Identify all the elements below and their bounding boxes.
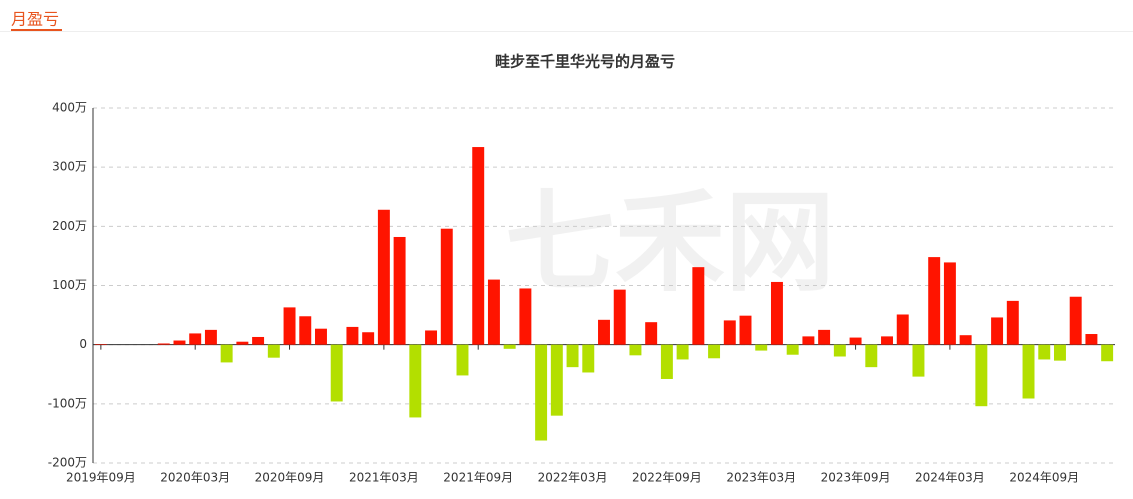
x-tick-label: 2023年09月 [821,471,891,485]
y-tick-label: 0 [79,337,87,351]
x-tick-label: 2021年03月 [349,471,419,485]
bar [503,344,516,349]
y-tick-label: 300万 [52,160,87,174]
bar [204,329,217,345]
x-tick-label: 2024年03月 [915,471,985,485]
bar [299,316,312,345]
bar [519,288,532,345]
y-tick-label: 200万 [52,219,87,233]
x-tick-label: 2023年03月 [726,471,796,485]
y-tick-label: -200万 [48,456,87,470]
bar [362,332,375,345]
chart-title: 畦步至千里华光号的月盈亏 [495,53,675,71]
bar [267,344,280,358]
bar [676,344,689,360]
bar [1101,344,1114,362]
bar [645,322,658,345]
x-tick-label: 2022年03月 [538,471,608,485]
bar [833,344,846,357]
bar [912,344,925,377]
bar [692,267,705,345]
bar [236,341,249,345]
bar [566,344,579,368]
watermark: 七禾网 [505,178,835,306]
x-tick-label: 2020年09月 [255,471,325,485]
bar [157,343,170,345]
bar [802,336,815,345]
bar [1038,344,1051,360]
bar [425,330,438,345]
bar [629,344,642,356]
bar [770,281,783,345]
bar [409,344,422,418]
bar [865,344,878,368]
bar [1053,344,1066,361]
bar [377,209,390,345]
bar [1085,334,1098,345]
bar [818,329,831,345]
bar [330,344,343,402]
bar [582,344,595,373]
bar [849,337,862,345]
bar [1022,344,1035,399]
bar [346,326,359,345]
bar [786,344,799,355]
bar [723,320,736,345]
bar [881,336,893,345]
bar [1069,296,1082,345]
bar [959,335,972,345]
bar [393,236,406,345]
x-tick-label: 2020年03月 [160,471,230,485]
bar [991,317,1004,345]
x-tick-label: 2022年09月 [632,471,702,485]
bar [975,344,988,407]
bar [535,344,548,441]
x-tick-label: 2019年09月 [66,471,136,485]
bar [315,328,327,345]
bar [220,344,233,363]
header-title: 月盈亏 [11,10,59,29]
bar [598,319,610,345]
bar [1006,300,1019,345]
bar [660,344,673,379]
bar [896,314,909,345]
bar [928,257,941,345]
bar [755,344,768,351]
bar [189,333,202,345]
bar [708,344,721,359]
bar [487,279,500,345]
x-tick-label: 2024年09月 [1009,471,1079,485]
bar [613,289,626,345]
bar [472,147,485,345]
bar [943,262,956,345]
bar [739,315,752,345]
y-tick-label: 400万 [52,101,87,115]
bar [252,336,265,345]
bar [456,344,469,376]
bar [94,344,107,345]
x-tick-label: 2021年09月 [443,471,513,485]
bar [173,340,186,345]
y-tick-label: 100万 [52,278,87,292]
bar [440,228,453,345]
bar [283,307,296,345]
y-tick-label: -100万 [48,396,87,410]
bar [550,344,563,416]
